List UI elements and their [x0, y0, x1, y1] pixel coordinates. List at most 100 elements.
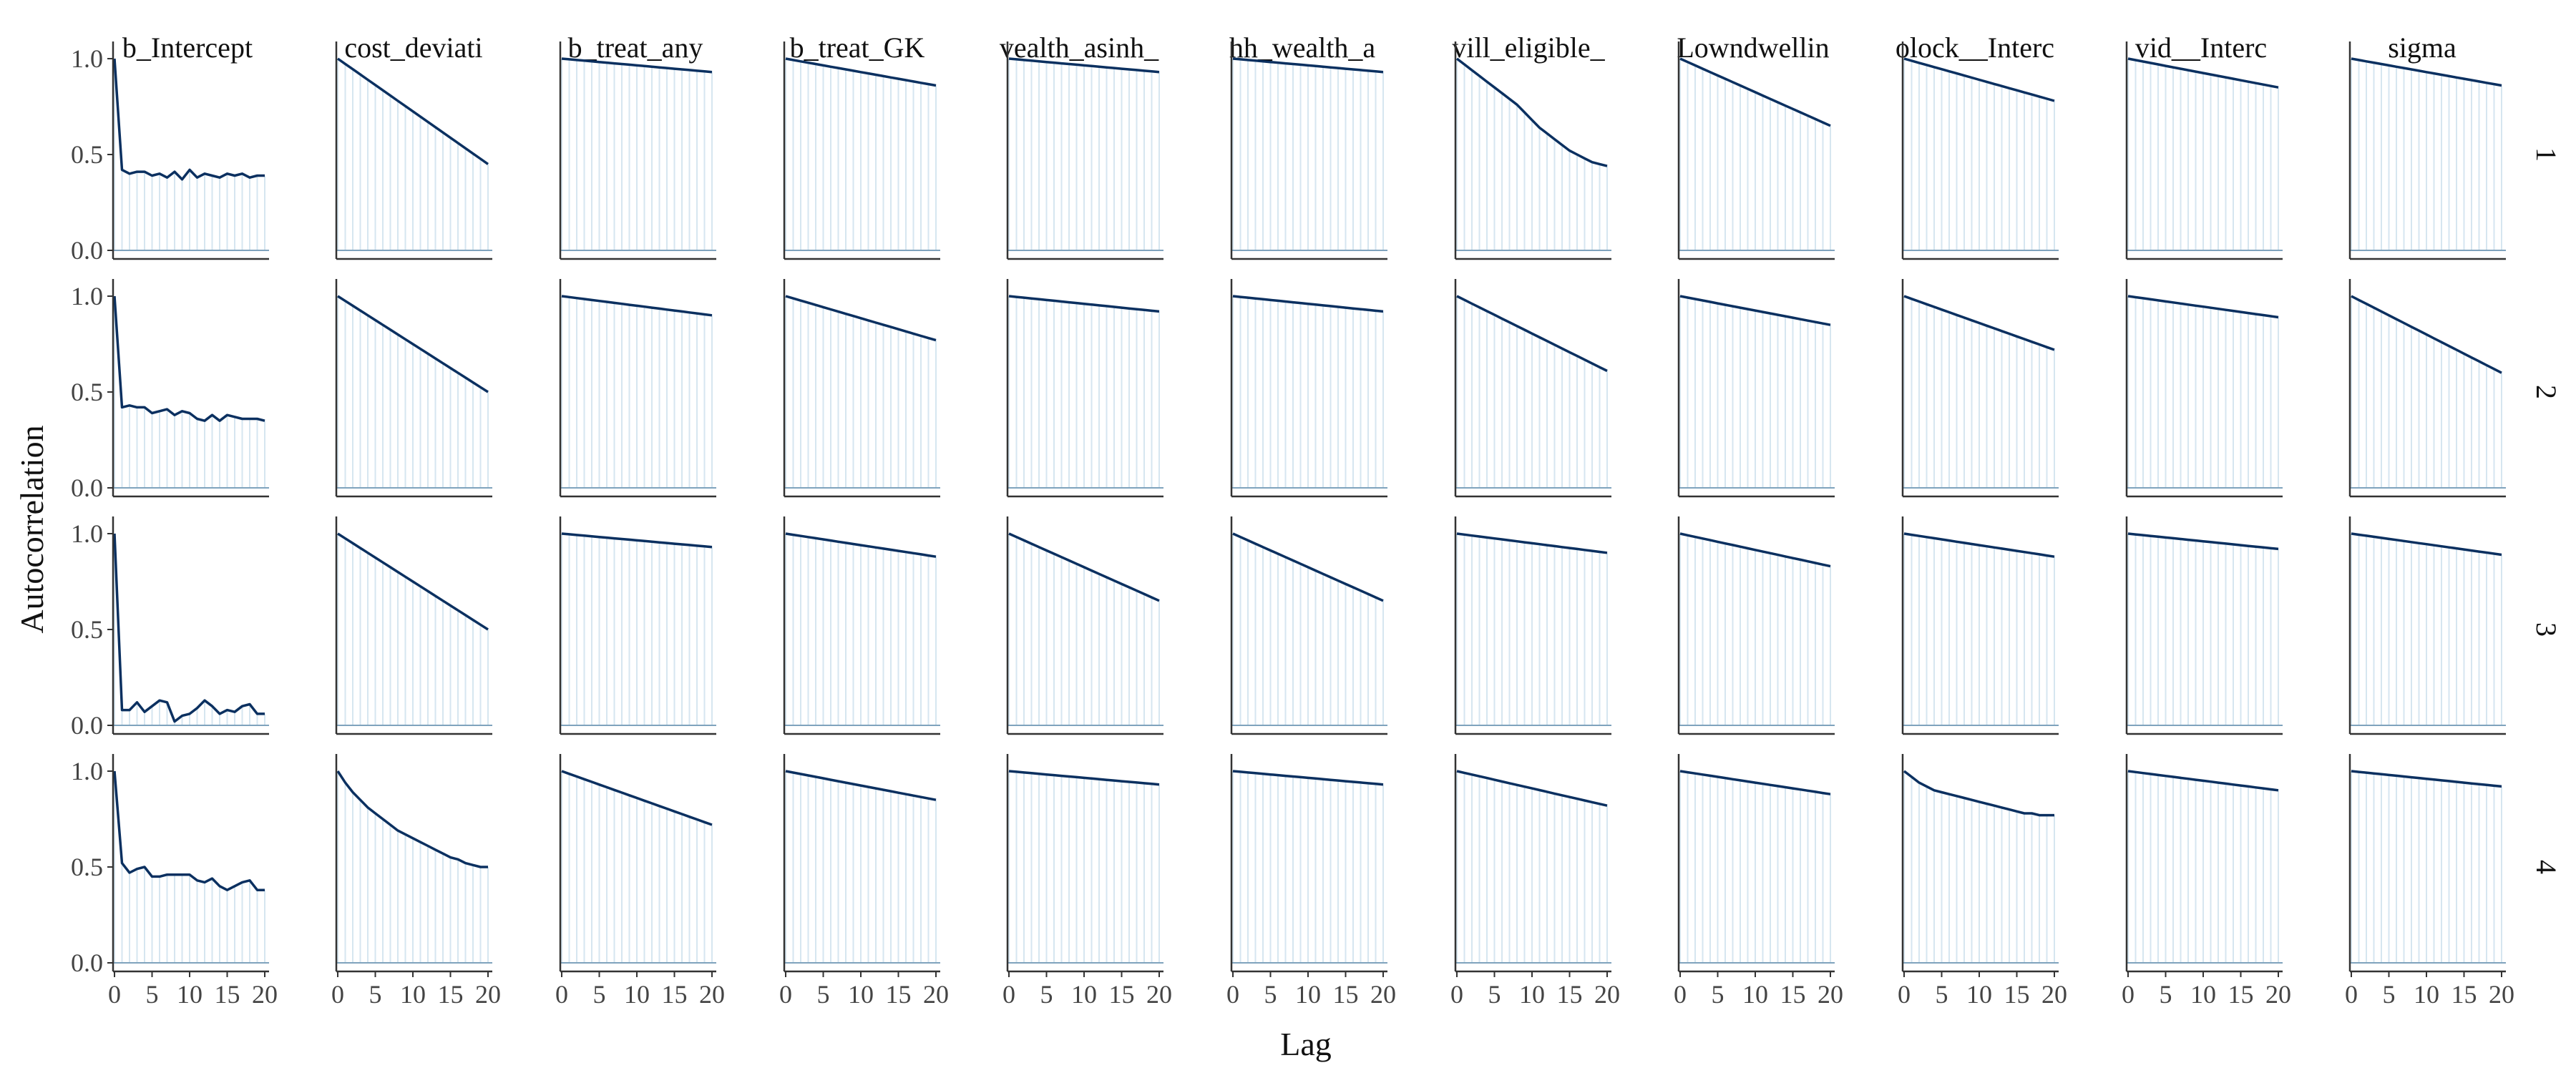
x-tick-label: 20	[2265, 980, 2291, 1009]
x-tick-label: 5	[2383, 980, 2396, 1009]
x-tick-label: 15	[438, 980, 464, 1009]
panels-group: b_Intercept cost_deviati b_treat_any b_trea…	[71, 31, 2562, 1009]
x-tick-label: 10	[848, 980, 874, 1009]
x-tick-label: 0	[2345, 980, 2358, 1009]
panel-r1-c8	[1677, 41, 1835, 260]
acf-line	[336, 770, 488, 868]
panel-r3-c1: 0.0 0.5 1.0	[71, 516, 269, 740]
acf-line	[2127, 532, 2279, 551]
y-tick-label: 0.5	[71, 853, 103, 881]
panel-r2-c2	[335, 279, 492, 498]
acf-line	[2127, 57, 2279, 89]
panel-r1-c1: 0.0 0.5 1.0	[71, 41, 269, 265]
panel-r3-c5	[1006, 516, 1163, 735]
acf-line	[1232, 57, 1384, 74]
acf-line	[1008, 295, 1160, 313]
acf-line	[561, 770, 713, 826]
acf-line	[113, 295, 265, 422]
x-tick-label: 15	[1109, 980, 1135, 1009]
column-title-7: vill_eligible_	[1452, 31, 1605, 64]
column-title-11: sigma	[2388, 31, 2457, 64]
acf-line	[785, 770, 937, 801]
panel-r1-c2	[335, 41, 492, 260]
acf-line	[1903, 57, 2055, 102]
y-tick-label: 0.5	[71, 378, 103, 406]
acf-line	[2127, 770, 2279, 792]
row-label-4: 4	[2530, 860, 2562, 874]
acf-line	[337, 532, 489, 631]
x-tick-label: 5	[1712, 980, 1724, 1009]
x-tick-label: 0	[555, 980, 568, 1009]
acf-line	[561, 57, 713, 74]
acf-line	[561, 295, 713, 317]
x-tick-label: 20	[252, 980, 278, 1009]
x-tick-label: 15	[2228, 980, 2254, 1009]
x-tick-label: 5	[1488, 980, 1501, 1009]
x-tick-label: 10	[1519, 980, 1545, 1009]
acf-line	[2351, 770, 2502, 788]
acf-line	[113, 533, 265, 723]
x-tick-label: 5	[593, 980, 606, 1009]
x-tick-label: 5	[1264, 980, 1277, 1009]
panel-r2-c5	[1006, 279, 1163, 498]
acf-line	[1903, 770, 2054, 817]
y-tick-label: 0.5	[71, 615, 103, 644]
x-tick-label: 15	[886, 980, 912, 1009]
column-title-10: vid__Interc	[2135, 31, 2267, 64]
x-tick-label: 20	[475, 980, 501, 1009]
row-label-3: 3	[2530, 622, 2562, 637]
panel-r2-c10	[2125, 279, 2283, 498]
panel-r4-c2: 0 5 10 15 20	[331, 754, 501, 1009]
acf-line	[561, 532, 713, 549]
panel-r3-c4	[783, 516, 940, 735]
y-axis-title: Autocorrelation	[14, 425, 50, 633]
x-tick-label: 20	[2489, 980, 2514, 1009]
panel-r3-c6	[1230, 516, 1387, 735]
acf-line	[1232, 532, 1384, 602]
acf-line	[1008, 57, 1160, 74]
acf-line	[1456, 532, 1608, 554]
column-title-1: b_Intercept	[122, 31, 253, 64]
panel-r2-c9	[1901, 279, 2059, 498]
x-tick-label: 0	[779, 980, 792, 1009]
y-tick-label: 1.0	[71, 757, 103, 785]
panel-r2-c3	[559, 279, 716, 498]
x-tick-label: 15	[2004, 980, 2030, 1009]
x-tick-label: 20	[1370, 980, 1396, 1009]
panel-r2-c6	[1230, 279, 1387, 498]
acf-line	[785, 295, 937, 342]
column-title-5: vealth_asinh_	[1000, 31, 1159, 64]
acf-line	[2351, 295, 2502, 374]
panel-r3-c7	[1454, 516, 1611, 735]
panel-r2-c4	[783, 279, 940, 498]
x-tick-label: 10	[1966, 980, 1992, 1009]
y-tick-label: 0.0	[71, 474, 103, 502]
panel-r1-c9	[1901, 41, 2059, 260]
row-label-2: 2	[2530, 385, 2562, 399]
x-tick-label: 20	[699, 980, 725, 1009]
x-tick-label: 0	[1450, 980, 1463, 1009]
panel-r3-c10	[2125, 516, 2283, 735]
acf-line	[1455, 57, 1608, 167]
y-tick-label: 1.0	[71, 282, 103, 310]
acf-line	[337, 295, 489, 393]
panel-r4-c5: 0 5 10 15 20	[1002, 754, 1172, 1009]
x-tick-label: 10	[1071, 980, 1097, 1009]
panel-r3-c3	[559, 516, 716, 735]
y-tick-label: 1.0	[71, 519, 103, 548]
x-tick-label: 10	[2414, 980, 2439, 1009]
panel-r3-c8	[1677, 516, 1835, 735]
panel-r2-c1: 0.0 0.5 1.0	[71, 279, 269, 502]
acf-line	[1456, 770, 1608, 807]
acf-line	[1903, 532, 2055, 558]
acf-line	[113, 58, 265, 181]
x-tick-label: 10	[177, 980, 203, 1009]
acf-line	[1456, 295, 1608, 373]
x-tick-label: 20	[1594, 980, 1620, 1009]
y-tick-label: 0.5	[71, 140, 103, 169]
row-label-1: 1	[2530, 147, 2562, 162]
x-tick-label: 5	[1936, 980, 1948, 1009]
x-tick-label: 0	[108, 980, 121, 1009]
x-tick-label: 10	[400, 980, 426, 1009]
panel-r4-c1: 0.0 0.5 1.0 0 5 10 15 20	[71, 754, 278, 1009]
